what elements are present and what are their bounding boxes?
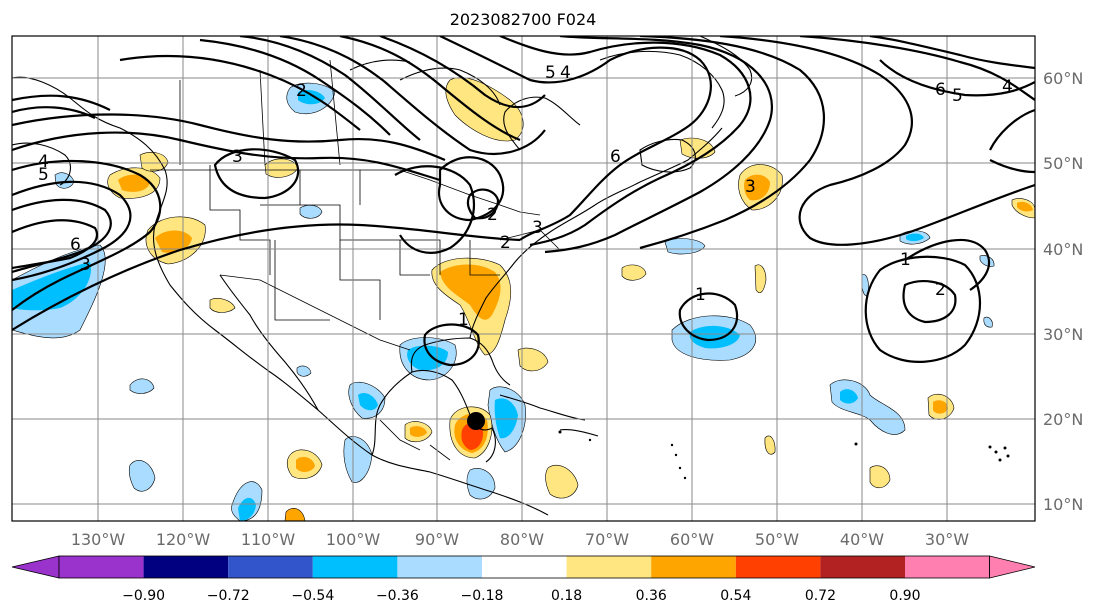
islands xyxy=(558,430,1010,480)
colorbar-swatch xyxy=(905,556,990,578)
cyclone-center-marker xyxy=(467,412,485,430)
colorbar-swatch xyxy=(820,556,905,578)
lon-label: 90°W xyxy=(415,530,459,549)
contour-label: 6 xyxy=(935,80,946,100)
colorbar-tick-label: 0.90 xyxy=(889,588,920,604)
shaded-anomalies xyxy=(12,77,1035,521)
contour-label: 4 xyxy=(560,63,571,83)
contour-label: 4 xyxy=(38,152,49,172)
colorbar-swatch xyxy=(735,556,821,578)
colorbar-tick-label: −0.18 xyxy=(461,588,504,604)
contour-label: 5 xyxy=(545,63,556,83)
colorbar-tick-label: −0.54 xyxy=(291,588,334,604)
contour-label: 3 xyxy=(532,218,543,238)
map-frame xyxy=(11,35,1036,522)
colorbar-tick-label: −0.90 xyxy=(122,588,165,604)
colorbar-swatch xyxy=(228,556,313,578)
lat-label: 10°N xyxy=(1043,495,1083,514)
colorbar-swatch xyxy=(312,556,398,578)
colorbar-extend-low xyxy=(11,555,60,579)
colorbar-swatch xyxy=(482,556,567,578)
lon-label: 30°W xyxy=(925,530,969,549)
contour-label: 5 xyxy=(38,165,49,185)
longitude-labels: 130°W 120°W 110°W 100°W 90°W 80°W 70°W 6… xyxy=(71,530,969,549)
lon-label: 100°W xyxy=(326,530,381,549)
contour-label: 2 xyxy=(487,205,498,225)
colorbar-swatch xyxy=(651,556,736,578)
contour-label: 6 xyxy=(610,147,621,167)
colorbar-tick-label: 0.36 xyxy=(636,588,667,604)
contour-label: 2 xyxy=(500,233,511,253)
lat-label: 20°N xyxy=(1043,410,1083,429)
contour-label: 6 xyxy=(70,235,81,255)
colorbar-swatch xyxy=(143,556,229,578)
lon-label: 70°W xyxy=(585,530,629,549)
lon-label: 120°W xyxy=(156,530,211,549)
contour-label: 2 xyxy=(935,280,946,300)
contour-label: 1 xyxy=(900,250,911,270)
contour-label: 3 xyxy=(232,147,243,167)
colorbar-tick-label: 0.72 xyxy=(805,588,836,604)
contour-lines xyxy=(12,36,1035,367)
map-panel: 2 3 4 5 6 1 2 3 4 5 6 3 2 1 1 2 6 5 4 3 xyxy=(11,35,1036,522)
contour-label: 1 xyxy=(695,285,706,305)
graticule xyxy=(12,36,1035,521)
lat-label: 60°N xyxy=(1043,69,1083,88)
lon-label: 50°W xyxy=(755,530,799,549)
lat-label: 50°N xyxy=(1043,154,1083,173)
contour-labels: 2 3 4 5 6 1 2 3 4 5 6 3 2 1 1 2 6 5 4 3 xyxy=(38,63,1013,330)
colorbar: −0.90 −0.72 −0.54 −0.36 −0.18 0.18 0.36 … xyxy=(11,555,1036,604)
colorbar-tick-label: −0.36 xyxy=(376,588,419,604)
contour-label: 3 xyxy=(745,177,756,197)
contour-label: 2 xyxy=(296,81,307,101)
lat-label: 40°N xyxy=(1043,240,1083,259)
lat-label: 30°N xyxy=(1043,325,1083,344)
colorbar-extend-high xyxy=(989,555,1036,579)
lon-label: 40°W xyxy=(840,530,884,549)
colorbar-tick-label: 0.18 xyxy=(551,588,582,604)
lon-label: 130°W xyxy=(71,530,126,549)
colorbar-tick-label: 0.54 xyxy=(720,588,751,604)
lon-label: 80°W xyxy=(500,530,544,549)
colorbar-tick-label: −0.72 xyxy=(207,588,250,604)
contour-label: 1 xyxy=(458,310,469,330)
colorbar-swatch xyxy=(397,556,482,578)
lon-label: 110°W xyxy=(241,530,296,549)
contour-label: 3 xyxy=(80,255,91,275)
contour-label: 5 xyxy=(952,86,963,106)
contour-label: 4 xyxy=(1002,77,1013,97)
latitude-labels: 60°N 50°N 40°N 30°N 20°N 10°N xyxy=(1043,69,1083,514)
colorbar-swatch xyxy=(566,556,652,578)
colorbar-swatch xyxy=(59,556,144,578)
lon-label: 60°W xyxy=(670,530,714,549)
map-title: 2023082700 F024 xyxy=(450,10,597,29)
